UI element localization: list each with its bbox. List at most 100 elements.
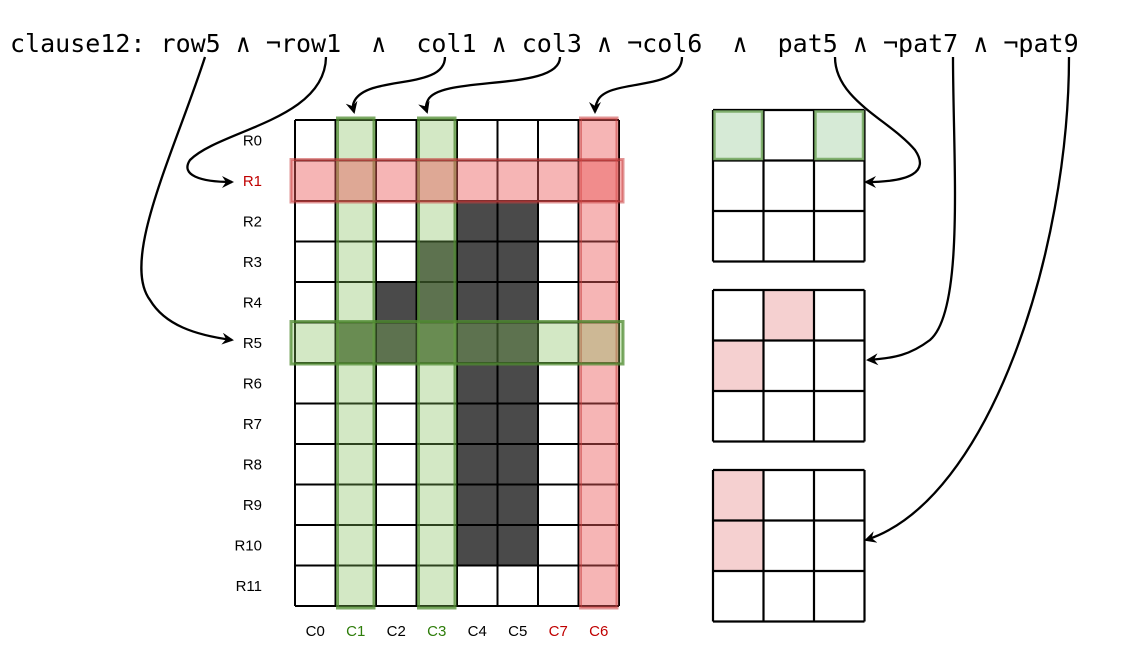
grid-cell: [578, 160, 619, 201]
column-label: C7: [549, 623, 568, 640]
grid-cell: [295, 444, 336, 485]
row-label: R1: [243, 173, 262, 190]
filled-cell: [457, 403, 498, 444]
grid-cell: [295, 484, 336, 525]
pattern-cell: [763, 520, 814, 571]
filled-cell: [457, 241, 498, 282]
pattern-negative-cell: [713, 520, 764, 571]
pattern-positive-outline: [713, 110, 764, 161]
grid-cell: [416, 484, 457, 525]
grid-cell: [335, 484, 376, 525]
grid-cell: [538, 241, 579, 282]
grid-cell: [416, 120, 457, 161]
filled-cell: [335, 322, 376, 363]
arrow-pat5: [833, 56, 922, 188]
grid-cell: [538, 484, 579, 525]
grid-cell: [457, 120, 498, 161]
filled-cell: [457, 322, 498, 363]
grid-cell: [376, 525, 417, 566]
filled-cell: [497, 241, 538, 282]
grid-cell: [335, 565, 376, 606]
column-label: C1: [346, 623, 365, 640]
filled-cell: [497, 201, 538, 242]
pattern-negative-cell: [713, 470, 764, 521]
filled-cell: [497, 444, 538, 485]
row-label: R11: [236, 578, 262, 595]
filled-cell: [376, 322, 417, 363]
grid-cell: [376, 403, 417, 444]
row-label: R0: [243, 132, 262, 149]
filled-cell: [457, 444, 498, 485]
grid-cell: [538, 120, 579, 161]
row-label: R10: [234, 537, 262, 554]
pattern-cell: [763, 110, 814, 161]
grid-cell: [295, 241, 336, 282]
grid-cell: [335, 363, 376, 404]
pattern-cell: [814, 211, 865, 262]
pattern-cell: [814, 470, 865, 521]
grid-cell: [578, 120, 619, 161]
pattern-cell: [763, 391, 814, 442]
grid-cell: [335, 120, 376, 161]
grid-cell: [335, 525, 376, 566]
filled-cell: [457, 484, 498, 525]
grid-cell: [457, 160, 498, 201]
arrow-pat9: [864, 56, 1071, 543]
grid-cell: [578, 484, 619, 525]
grid-cell: [335, 444, 376, 485]
filled-cell: [457, 525, 498, 566]
filled-cell: [457, 201, 498, 242]
pattern-cell: [713, 391, 764, 442]
arrow-col3: [418, 56, 562, 114]
row-label: R9: [243, 497, 262, 514]
grid-cell: [376, 241, 417, 282]
grid-cell: [295, 525, 336, 566]
pattern-positive-cell: [814, 110, 865, 161]
grid-cell: [295, 120, 336, 161]
grid-cell: [538, 403, 579, 444]
column-label: C4: [468, 623, 487, 640]
filled-cell: [457, 282, 498, 323]
grid-cell: [578, 241, 619, 282]
grid-cell: [578, 565, 619, 606]
grid-cell: [376, 565, 417, 606]
grid-cell: [538, 444, 579, 485]
pat7-grid: [711, 288, 866, 443]
grid-cell: [376, 120, 417, 161]
pattern-cell: [814, 520, 865, 571]
filled-cell: [457, 363, 498, 404]
filled-cell: [416, 282, 457, 323]
grid-cell: [416, 201, 457, 242]
pattern-cell: [814, 340, 865, 391]
grid-cell: [578, 282, 619, 323]
row-label: R7: [243, 416, 262, 433]
grid-cell: [497, 160, 538, 201]
pattern-grids: [711, 108, 866, 623]
column-label: C0: [306, 623, 325, 640]
grid-cell: [376, 160, 417, 201]
row-label: R6: [243, 375, 262, 392]
pat5-grid: [711, 108, 866, 263]
filled-cell: [497, 282, 538, 323]
filled-cell: [497, 525, 538, 566]
grid-cell: [376, 363, 417, 404]
grid-cell: [416, 525, 457, 566]
grid-cell: [497, 565, 538, 606]
pattern-cell: [763, 160, 814, 211]
filled-cell: [497, 484, 538, 525]
grid-cell: [538, 363, 579, 404]
grid-cell: [578, 363, 619, 404]
arrow-row5: [140, 56, 234, 345]
filled-cell: [497, 403, 538, 444]
grid-cell: [335, 201, 376, 242]
pattern-cell: [814, 290, 865, 341]
row-label: R8: [243, 456, 262, 473]
pattern-cell: [713, 211, 764, 262]
grid-cell: [335, 282, 376, 323]
grid-cell: [295, 322, 336, 363]
row-label: R3: [243, 254, 262, 271]
pattern-cell: [814, 160, 865, 211]
main-grid: R0 R1 R2 R3 R4 R5 R6 R7 R8 R9 R10 R11 C0 C1 C2 C3 C4 C5 C7…: [234, 116, 625, 640]
grid-cell: [335, 160, 376, 201]
arrow-col6: [589, 56, 684, 114]
